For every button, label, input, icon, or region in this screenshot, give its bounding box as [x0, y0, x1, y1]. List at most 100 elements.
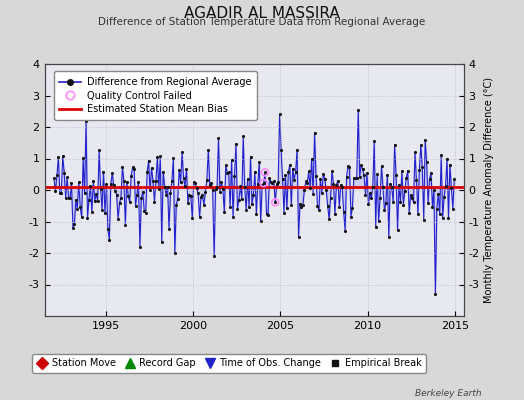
Point [258, 182, 266, 188]
Point [197, 194, 205, 200]
Point [153, 154, 161, 160]
Point [259, 180, 268, 186]
Point [227, 156, 236, 163]
Point [417, 142, 425, 148]
Point [121, 221, 129, 228]
Point [252, 210, 260, 217]
Point [67, 180, 75, 187]
Point [162, 191, 170, 198]
Point [54, 154, 62, 160]
Point [224, 169, 233, 176]
Point [128, 164, 137, 170]
Point [88, 209, 96, 215]
Point [204, 147, 213, 153]
Point [136, 244, 144, 250]
Point [328, 168, 336, 174]
Point [118, 164, 127, 170]
Point [194, 190, 202, 196]
Point [229, 214, 237, 220]
Point [351, 175, 359, 181]
Point [354, 106, 363, 113]
Point [271, 199, 279, 206]
Point [82, 118, 90, 124]
Point [73, 206, 82, 212]
Point [322, 187, 331, 193]
Point [291, 168, 300, 175]
Point [213, 184, 221, 190]
Point [318, 190, 326, 196]
Point [56, 190, 64, 196]
Point [165, 226, 173, 232]
Point [187, 193, 195, 200]
Point [130, 166, 138, 172]
Point [440, 194, 449, 201]
Point [96, 186, 105, 192]
Point [115, 200, 124, 206]
Point [290, 177, 298, 183]
Point [110, 182, 118, 188]
Point [244, 176, 252, 182]
Point [284, 169, 292, 176]
Point [163, 183, 172, 190]
Point [408, 195, 416, 201]
Point [313, 203, 322, 209]
Point [105, 237, 114, 244]
Point [381, 200, 390, 206]
Point [280, 210, 288, 216]
Point [220, 209, 228, 216]
Point [353, 175, 361, 181]
Point [241, 184, 249, 190]
Point [325, 216, 333, 223]
Point [421, 136, 429, 143]
Point [134, 178, 143, 185]
Point [156, 153, 165, 160]
Point [357, 162, 365, 168]
Point [272, 180, 281, 187]
Point [424, 200, 432, 206]
Point [449, 205, 457, 212]
Point [59, 153, 67, 159]
Point [447, 185, 455, 192]
Text: AGADIR AL MASSIRA: AGADIR AL MASSIRA [184, 6, 340, 21]
Point [246, 154, 255, 160]
Point [437, 152, 445, 158]
Point [124, 193, 133, 200]
Point [223, 170, 232, 176]
Point [303, 180, 311, 186]
Point [233, 206, 242, 212]
Point [380, 207, 389, 214]
Point [392, 172, 400, 179]
Point [235, 197, 243, 203]
Point [210, 253, 219, 259]
Point [66, 195, 74, 201]
Point [276, 111, 284, 118]
Point [89, 178, 97, 184]
Point [403, 168, 412, 174]
Point [198, 192, 206, 199]
Point [312, 172, 320, 179]
Point [257, 218, 265, 224]
Text: Berkeley Earth: Berkeley Earth [416, 389, 482, 398]
Point [389, 198, 397, 205]
Point [237, 196, 246, 202]
Point [363, 170, 371, 176]
Point [69, 224, 77, 231]
Point [106, 181, 115, 188]
Point [166, 190, 174, 196]
Point [409, 199, 418, 205]
Point [242, 207, 250, 213]
Point [160, 184, 169, 190]
Text: Difference of Station Temperature Data from Regional Average: Difference of Station Temperature Data f… [99, 17, 425, 27]
Point [405, 210, 413, 216]
Point [427, 169, 435, 176]
Point [261, 169, 269, 176]
Point [362, 192, 370, 198]
Point [171, 250, 179, 256]
Point [114, 216, 122, 222]
Point [274, 179, 282, 186]
Point [102, 181, 111, 187]
Point [158, 239, 166, 245]
Point [149, 178, 157, 184]
Point [200, 202, 208, 208]
Point [422, 159, 431, 166]
